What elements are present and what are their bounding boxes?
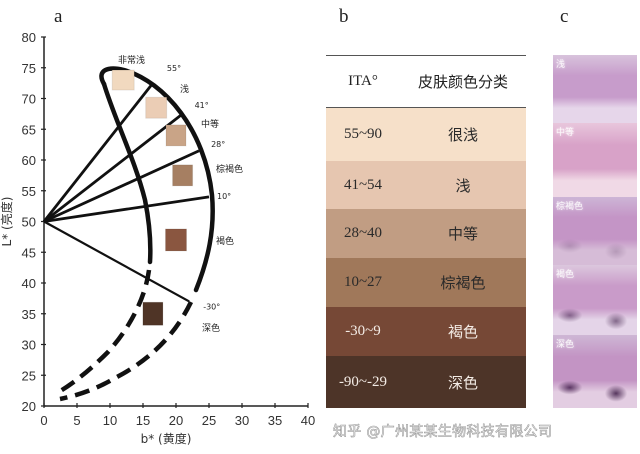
x-tick-label: 25 xyxy=(202,413,216,428)
y-tick-label: 20 xyxy=(22,399,36,414)
table-header: ITA° 皮肤颜色分类 xyxy=(326,55,526,108)
ita-angle-label: 28° xyxy=(211,140,225,149)
histology-label: 中等 xyxy=(556,128,575,138)
color-swatch xyxy=(165,228,187,252)
histology-panel: 浅中等棕褐色褐色深色 xyxy=(553,55,637,408)
category-label: 褐色 xyxy=(216,235,234,247)
cell-category: 浅 xyxy=(455,178,471,195)
y-tick-label: 40 xyxy=(22,276,36,291)
color-swatch xyxy=(111,69,135,91)
header-ita: ITA° xyxy=(348,73,378,89)
histology-image: 棕褐色 xyxy=(553,197,637,265)
cell-ita: 28~40 xyxy=(343,225,383,241)
x-axis-title: b* (黄度) xyxy=(141,431,192,446)
y-tick-label: 50 xyxy=(22,215,36,230)
header-category: 皮肤颜色分类 xyxy=(417,75,508,91)
y-tick-label: 65 xyxy=(22,122,36,137)
y-tick-label: 25 xyxy=(22,368,36,383)
color-swatch xyxy=(142,301,164,326)
ita-line xyxy=(43,112,184,223)
ita-classification-table: ITA° 皮肤颜色分类 55~90 很浅 41~54 浅 28~40 中等 10~27 棕褐色… xyxy=(326,55,526,408)
x-tick-label: 10 xyxy=(103,413,117,428)
ita-angle-label: 55° xyxy=(167,64,181,73)
table-row: -90~-29 深色 xyxy=(326,356,526,408)
table-body: 55~90 很浅 41~54 浅 28~40 中等 10~27 棕褐色 -30~9 褐色 -90~-… xyxy=(326,108,526,408)
chart-axes: 20 25 30 35 40 45 50 55 60 65 70 75 80 0 5 10 15 20 25 30 35… xyxy=(0,30,315,446)
color-swatch xyxy=(172,164,194,187)
ita-line xyxy=(43,149,200,223)
x-tick-label: 5 xyxy=(73,413,80,428)
color-swatch xyxy=(165,124,187,147)
cell-ita: 41~54 xyxy=(343,176,383,193)
y-tick-label: 60 xyxy=(22,153,36,168)
y-tick-label: 70 xyxy=(22,92,36,107)
x-tick-label: 15 xyxy=(136,413,150,428)
ita-line xyxy=(43,220,190,303)
histology-label: 褐色 xyxy=(556,270,575,280)
cell-ita: -90~-29 xyxy=(338,373,388,390)
cell-ita: 10~27 xyxy=(343,274,383,290)
category-label: 浅 xyxy=(180,83,189,95)
y-tick-label: 30 xyxy=(22,338,36,353)
y-tick-label: 55 xyxy=(22,184,36,199)
cell-ita: 55~90 xyxy=(343,126,383,142)
table-row: 10~27 棕褐色 xyxy=(326,258,526,307)
panel-a-label: a xyxy=(54,6,63,27)
category-label: 非常浅 xyxy=(118,54,145,66)
ita-line xyxy=(42,82,155,223)
x-tick-label: 30 xyxy=(235,413,249,428)
y-tick-label: 80 xyxy=(22,30,36,45)
skin-swatches xyxy=(111,69,194,326)
y-tick-label: 45 xyxy=(22,245,36,260)
y-tick-label: 35 xyxy=(22,307,36,322)
cell-ita: -30~9 xyxy=(345,323,381,339)
histology-label: 棕褐色 xyxy=(556,202,584,212)
x-tick-label: 0 xyxy=(40,413,47,428)
skin-color-region xyxy=(53,66,215,402)
cell-category: 深色 xyxy=(447,375,478,392)
panel-c-label: c xyxy=(560,6,569,27)
category-label: 深色 xyxy=(202,322,220,334)
watermark: 知乎 @广州某某生物科技有限公司 xyxy=(333,424,553,441)
ita-line xyxy=(43,195,210,223)
histology-image: 中等 xyxy=(553,123,637,197)
histology-image: 浅 xyxy=(553,55,637,123)
cell-category: 棕褐色 xyxy=(440,276,486,292)
table-row: -30~9 褐色 xyxy=(326,307,526,356)
table-row: 55~90 很浅 xyxy=(326,108,526,161)
x-tick-label: 20 xyxy=(169,413,183,428)
y-tick-label: 75 xyxy=(22,61,36,76)
ita-angle-label: 41° xyxy=(195,101,209,110)
ita-boundary-lines: 55° 41° 28° 10° -30° xyxy=(42,64,231,311)
table-row: 41~54 浅 xyxy=(326,161,526,209)
ita-angle-label: 10° xyxy=(217,192,231,201)
ita-chart: 20 25 30 35 40 45 50 55 60 65 70 75 80 0 5 10 15 20 25 30 35… xyxy=(0,30,315,446)
x-tick-label: 40 xyxy=(301,413,315,428)
category-label: 中等 xyxy=(201,118,219,130)
cell-category: 很浅 xyxy=(447,128,478,144)
cell-category: 褐色 xyxy=(447,325,478,341)
cell-category: 中等 xyxy=(447,227,478,243)
histology-label: 浅 xyxy=(556,60,566,70)
x-tick-label: 35 xyxy=(268,413,282,428)
histology-image: 褐色 xyxy=(553,265,637,335)
y-axis-title: L* (亮度) xyxy=(0,197,14,247)
table-row: 28~40 中等 xyxy=(326,209,526,258)
histology-image: 深色 xyxy=(553,335,637,408)
panel-b-label: b xyxy=(339,6,349,27)
category-label: 棕褐色 xyxy=(216,163,243,175)
histology-label: 深色 xyxy=(556,340,575,350)
color-swatch xyxy=(145,96,168,119)
ita-angle-label: -30° xyxy=(203,302,220,311)
